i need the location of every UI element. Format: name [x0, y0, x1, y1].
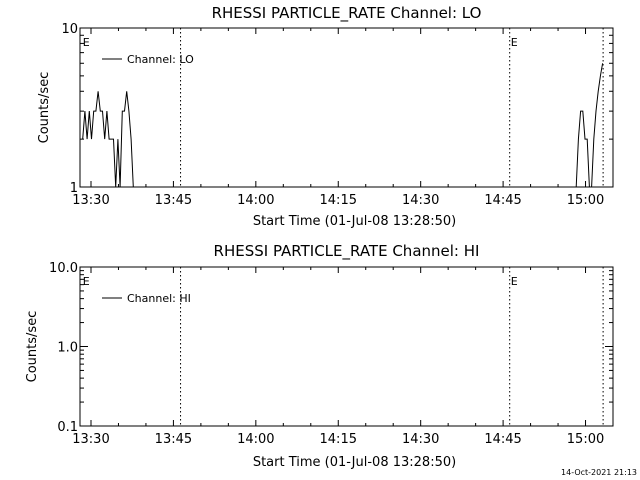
x-tick-label: 13:45 [155, 193, 192, 208]
y-tick-label: 10 [61, 22, 78, 37]
x-tick-label: 13:45 [155, 432, 192, 447]
event-label: E [511, 36, 518, 49]
event-label: E [83, 275, 90, 288]
plot-frame [79, 266, 614, 427]
x-tick-label: 15:00 [567, 432, 604, 447]
x-tick-label: 14:30 [402, 193, 439, 208]
legend-label: Channel: HI [127, 292, 191, 305]
chart-title: RHESSI PARTICLE_RATE Channel: HI [214, 242, 480, 261]
x-tick-label: 14:15 [320, 193, 357, 208]
x-axis-label: Start Time (01-Jul-08 13:28:50) [253, 214, 456, 229]
x-tick-label: 14:30 [402, 432, 439, 447]
x-tick-label: 14:45 [484, 193, 521, 208]
y-tick-label: 10.0 [49, 261, 78, 276]
x-tick-label: 14:45 [484, 432, 521, 447]
series-line [82, 91, 145, 188]
panel-channel-lo: RHESSI PARTICLE_RATE Channel: LO 13:30 13:… [37, 4, 614, 229]
event-label: E [83, 36, 90, 49]
y-tick-label: 0.1 [57, 420, 78, 435]
panel-channel-hi: RHESSI PARTICLE_RATE Channel: HI 13:30 13:… [25, 242, 614, 470]
chart-title: RHESSI PARTICLE_RATE Channel: LO [212, 4, 482, 23]
y-tick-label: 1 [70, 181, 78, 196]
x-tick-label: 15:00 [567, 193, 604, 208]
event-label: E [511, 275, 518, 288]
plot-timestamp: 14-Oct-2021 21:13 [561, 468, 637, 477]
x-tick-label: 13:30 [72, 193, 109, 208]
y-axis-label: Counts/sec [25, 311, 40, 383]
legend-label: Channel: LO [127, 53, 194, 66]
x-tick-label: 14:15 [320, 432, 357, 447]
x-tick-label: 14:00 [237, 432, 274, 447]
plot-frame [79, 27, 614, 188]
x-tick-label: 13:30 [72, 432, 109, 447]
x-tick-label: 14:00 [237, 193, 274, 208]
series-line [575, 63, 604, 188]
x-axis-label: Start Time (01-Jul-08 13:28:50) [253, 455, 456, 470]
y-axis-label: Counts/sec [37, 72, 52, 144]
y-tick-label: 1.0 [57, 341, 78, 356]
